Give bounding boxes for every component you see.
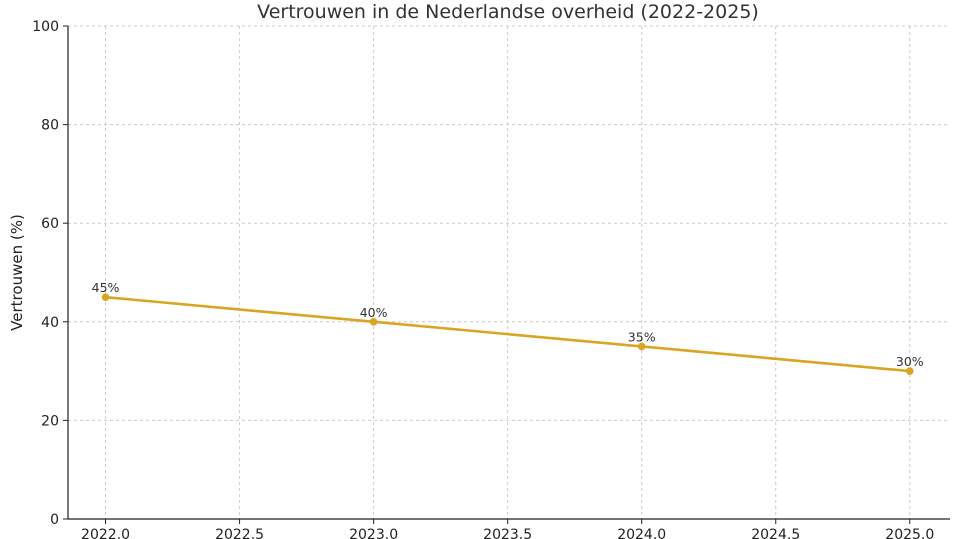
grid-lines	[68, 25, 950, 520]
x-tick-label: 2022.0	[81, 527, 130, 539]
y-tick-label: 100	[32, 19, 59, 35]
series-line	[105, 295, 910, 373]
data-label: 35%	[628, 329, 656, 344]
data-label: 30%	[896, 354, 924, 369]
x-tick-label: 2025.0	[885, 527, 934, 539]
y-axis-label: Vertrouwen (%)	[8, 214, 26, 331]
y-tick-label: 80	[41, 118, 59, 134]
axes: 2022.0 2022.5 2023.0 2023.5 2024.0 2024.5 2025…	[32, 19, 950, 539]
y-tick-label: 0	[50, 512, 59, 528]
x-tick-label: 2023.5	[483, 527, 532, 539]
data-label: 45%	[92, 280, 120, 295]
data-point	[369, 318, 378, 326]
x-tick-label: 2024.5	[751, 527, 800, 539]
x-tick-label: 2024.0	[617, 527, 666, 539]
chart-title: Vertrouwen in de Nederlandse overheid (2…	[257, 1, 759, 23]
data-point	[637, 342, 646, 351]
x-tick-label: 2022.5	[215, 527, 264, 539]
series-group: 45% 40% 35% 30%	[92, 280, 924, 375]
y-tick-label: 40	[41, 315, 59, 331]
y-tick-label: 60	[41, 216, 59, 232]
y-tick-label: 20	[41, 413, 59, 429]
x-tick-label: 2023.0	[349, 527, 398, 539]
data-point	[905, 367, 914, 375]
data-point	[101, 293, 110, 301]
data-label: 40%	[360, 305, 388, 320]
